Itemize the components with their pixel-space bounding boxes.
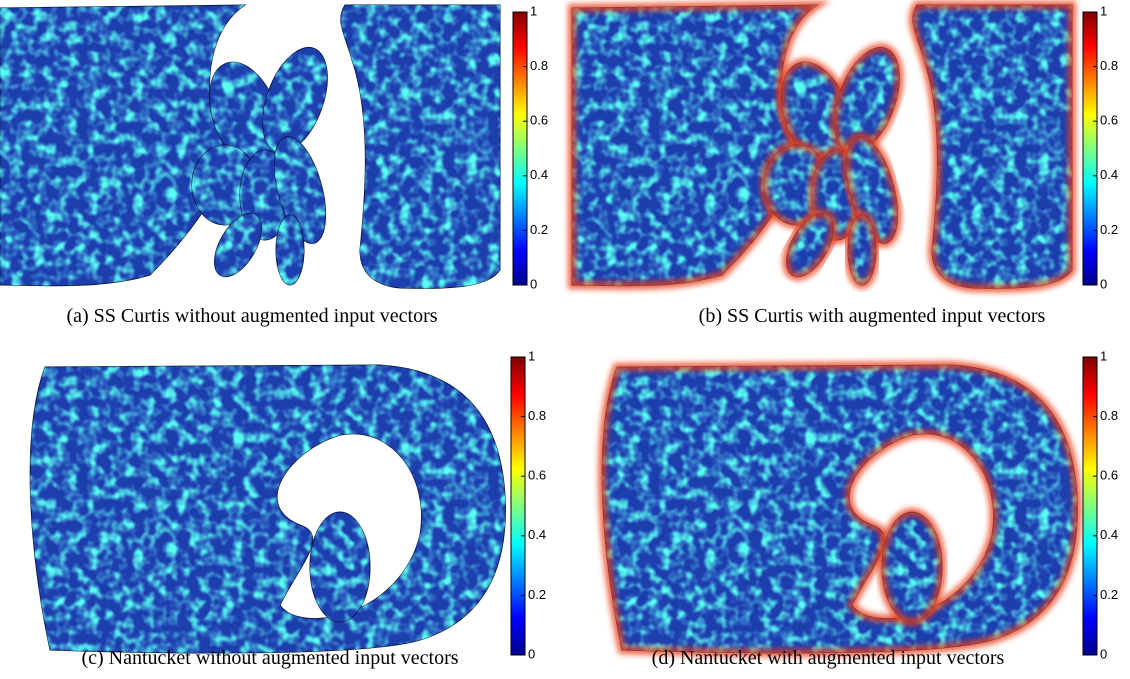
colorbar-tick-label: 0 [1100, 276, 1107, 291]
colorbar [512, 11, 528, 286]
caption: (c) Nantucket without augmented input ve… [81, 647, 458, 669]
edge-highlight [908, 1, 1076, 293]
colorbar-tick-label: 0.8 [1100, 58, 1118, 73]
colorbar-tick-label: 0.4 [1100, 167, 1118, 182]
mesh-texture [882, 512, 942, 622]
panel [568, 0, 1076, 293]
caption: (a) SS Curtis without augmented input ve… [66, 305, 437, 327]
mesh-texture [262, 47, 328, 153]
edge-highlight [782, 209, 838, 281]
edge-highlight [878, 508, 946, 626]
colorbar-tick-label: 0.8 [1100, 408, 1118, 423]
panel [598, 360, 1082, 657]
colorbar-tick-label: 0.4 [528, 527, 546, 542]
panel [29, 364, 506, 654]
colorbar-tick-label: 0.4 [530, 167, 548, 182]
mesh-texture [214, 213, 262, 277]
edge-highlight [844, 211, 880, 289]
colorbar-tick-label: 0.6 [530, 113, 548, 128]
caption: (b) SS Curtis with augmented input vecto… [699, 305, 1046, 327]
mesh-texture [602, 365, 1078, 653]
colorbar-tick-label: 1 [528, 348, 535, 363]
colorbar-tick-label: 0.8 [528, 408, 546, 423]
colorbar-tick-label: 0 [528, 646, 535, 661]
colorbar-tick-label: 1 [1100, 3, 1107, 18]
colorbar-tick-label: 0 [530, 276, 537, 291]
mesh-texture [340, 5, 500, 289]
colorbar [510, 356, 526, 656]
edge-highlight [568, 0, 831, 290]
colorbar-tick-label: 0.2 [1100, 222, 1118, 237]
mesh-texture [310, 512, 370, 622]
colorbar-tick-label: 0.4 [1100, 527, 1118, 542]
mesh-texture [0, 5, 245, 286]
colorbar-tick-label: 0.6 [528, 468, 546, 483]
caption: (d) Nantucket with augmented input vecto… [652, 647, 1005, 669]
colorbar-tick-label: 0.6 [1100, 468, 1118, 483]
mesh-texture [786, 213, 834, 277]
colorbar-tick-label: 1 [530, 3, 537, 18]
colorbar-tick-label: 1 [1100, 348, 1107, 363]
mesh-texture [209, 62, 281, 168]
colorbar-tick-label: 0.6 [1100, 113, 1118, 128]
colorbar [1082, 11, 1098, 286]
colorbar-tick-label: 0.2 [530, 222, 548, 237]
mesh-texture [276, 215, 304, 285]
colorbar-tick-label: 0.8 [530, 58, 548, 73]
mesh-texture [848, 215, 876, 285]
colorbar-tick-label: 0.2 [528, 587, 546, 602]
colorbar-tick-label: 0 [1100, 646, 1107, 661]
mesh-texture [572, 5, 817, 286]
mesh-texture [912, 5, 1072, 289]
panel [0, 4, 501, 289]
colorbar [1082, 356, 1098, 656]
mesh-texture [30, 365, 506, 653]
colorbar-tick-label: 0.2 [1100, 587, 1118, 602]
edge-highlight [842, 132, 902, 248]
